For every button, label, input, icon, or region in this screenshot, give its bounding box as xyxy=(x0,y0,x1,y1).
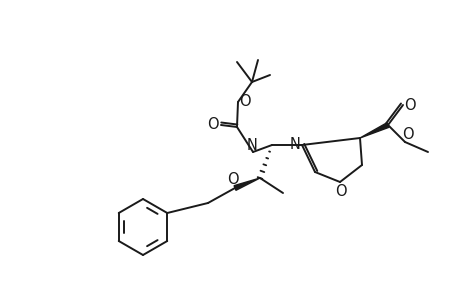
Text: O: O xyxy=(227,172,238,187)
Polygon shape xyxy=(234,178,259,190)
Text: N: N xyxy=(246,137,257,152)
Text: O: O xyxy=(207,116,218,131)
Text: O: O xyxy=(403,98,415,112)
Text: O: O xyxy=(335,184,346,199)
Text: O: O xyxy=(239,94,250,109)
Text: N: N xyxy=(289,136,300,152)
Text: O: O xyxy=(401,127,413,142)
Polygon shape xyxy=(359,123,388,138)
